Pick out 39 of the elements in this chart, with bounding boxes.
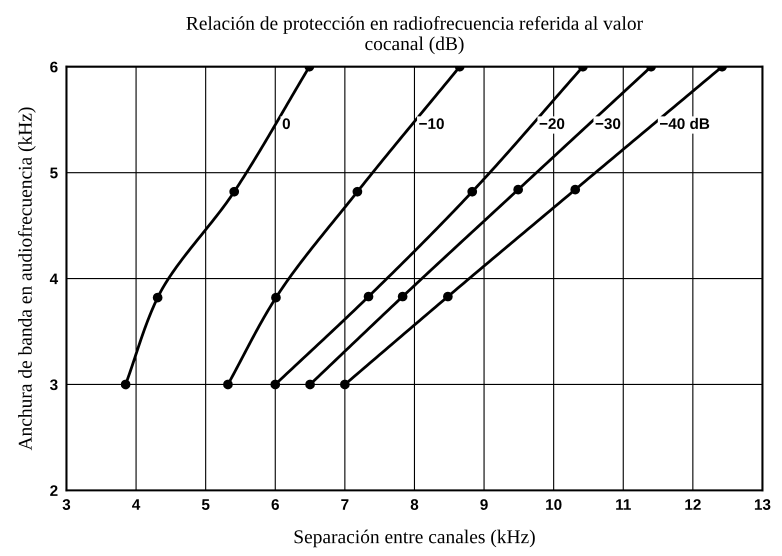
x-tick-label: 4 — [132, 499, 140, 510]
series-label: −20 — [540, 118, 564, 130]
y-axis-title: Anchura de banda en audiofrecuencia (kHz) — [18, 107, 36, 450]
y-tick-label: 2 — [50, 485, 58, 496]
point — [229, 186, 240, 197]
point — [152, 292, 163, 302]
x-tick-label: 8 — [410, 499, 418, 510]
point — [467, 186, 478, 197]
point — [223, 380, 233, 390]
point — [120, 380, 130, 390]
y-tick-label: 6 — [50, 62, 58, 72]
point — [270, 380, 280, 390]
point — [398, 292, 408, 302]
series-label: −30 — [596, 118, 620, 130]
x-tick-label: 5 — [202, 499, 210, 510]
x-tick-label: 11 — [616, 499, 631, 510]
point — [352, 186, 362, 197]
point — [305, 380, 315, 390]
series-label: −10 — [419, 118, 444, 130]
x-tick-label: 10 — [546, 499, 562, 510]
point — [443, 292, 453, 302]
x-tick-label: 13 — [754, 499, 770, 510]
point — [271, 292, 281, 302]
chart-title: Relación de protección en radiofrecuencia referida al valor cocanal (dB) — [186, 16, 643, 54]
point — [340, 380, 350, 390]
x-axis-title: Separación entre canales (kHz) — [294, 530, 535, 548]
series-label: 0 — [282, 118, 290, 130]
y-tick-label: 3 — [50, 379, 58, 390]
x-tick-label: 6 — [272, 499, 279, 510]
point — [570, 184, 580, 194]
y-tick-label: 4 — [50, 274, 58, 284]
x-tick-label: 12 — [685, 499, 701, 510]
y-tick-label: 5 — [50, 168, 58, 178]
x-tick-label: 7 — [341, 499, 348, 510]
series-label: −40 dB — [660, 118, 710, 130]
point — [513, 184, 524, 194]
x-tick-label: 9 — [480, 499, 488, 510]
point — [364, 292, 374, 302]
x-tick-label: 3 — [62, 499, 70, 510]
